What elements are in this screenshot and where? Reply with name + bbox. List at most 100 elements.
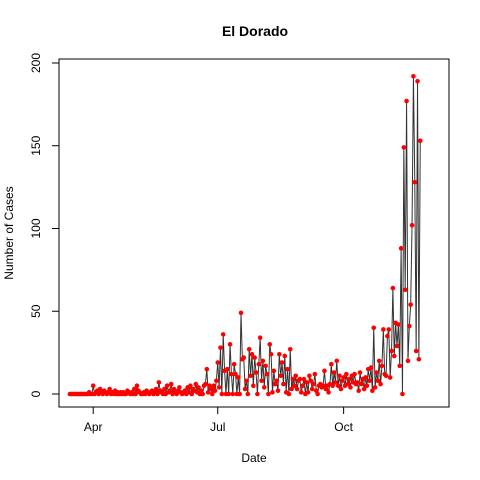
- data-point: [307, 373, 312, 379]
- data-point: [305, 390, 311, 395]
- data-point: [244, 378, 249, 384]
- data-point: [368, 365, 374, 370]
- data-point: [133, 391, 138, 397]
- data-point: [255, 391, 260, 397]
- data-point: [188, 383, 193, 389]
- y-tick-label: 100: [29, 218, 43, 238]
- data-point: [204, 366, 210, 372]
- data-point: [386, 327, 392, 332]
- data-point: [408, 302, 413, 307]
- data-point: [278, 373, 283, 379]
- data-point: [401, 145, 407, 150]
- data-point: [361, 386, 367, 392]
- data-point: [363, 375, 368, 380]
- data-point: [153, 386, 159, 392]
- data-point: [334, 358, 340, 364]
- data-point: [261, 385, 267, 390]
- data-point: [329, 361, 334, 367]
- data-point: [289, 386, 294, 392]
- data-point: [402, 287, 408, 293]
- data-point: [322, 368, 327, 374]
- data-point: [256, 361, 262, 367]
- data-point: [251, 383, 256, 389]
- y-tick-label: 0: [29, 390, 43, 397]
- x-axis: Apr Jul Oct: [84, 407, 354, 434]
- data-point: [300, 383, 305, 389]
- data-point: [412, 179, 418, 185]
- data-point: [270, 390, 275, 395]
- data-point: [413, 348, 419, 354]
- data-point: [415, 78, 420, 84]
- data-point: [331, 370, 337, 375]
- data-point: [315, 391, 320, 397]
- data-point: [346, 376, 352, 382]
- data-point: [277, 351, 282, 357]
- data-point: [167, 388, 173, 393]
- data-point: [107, 386, 112, 392]
- x-tick-label: Apr: [84, 420, 103, 434]
- data-point: [312, 371, 318, 377]
- data-point: [263, 363, 268, 369]
- data-point: [257, 335, 263, 341]
- data-point: [231, 361, 237, 367]
- data-point: [378, 381, 383, 387]
- data-point: [226, 391, 231, 397]
- data-point: [266, 391, 271, 397]
- data-point: [271, 368, 277, 374]
- data-point: [242, 386, 248, 392]
- data-point: [379, 363, 385, 369]
- data-point: [245, 391, 251, 397]
- plot-frame: [58, 58, 450, 408]
- data-point: [233, 371, 238, 377]
- data-point: [215, 360, 221, 365]
- data-point: [275, 388, 281, 393]
- data-point: [267, 342, 273, 347]
- data-point: [356, 388, 361, 393]
- data-point: [268, 351, 274, 357]
- x-tick-label: Jul: [210, 420, 225, 434]
- data-point: [164, 383, 170, 389]
- data-point: [367, 378, 372, 384]
- data-point: [338, 386, 344, 392]
- data-point: [333, 380, 338, 385]
- data-point: [131, 386, 137, 392]
- data-point: [235, 375, 241, 380]
- data-point: [264, 371, 270, 377]
- data-point: [281, 381, 286, 387]
- data-point: [208, 386, 214, 392]
- data-point: [287, 347, 293, 352]
- data-point: [249, 351, 255, 357]
- data-point: [279, 360, 285, 365]
- data-point: [134, 383, 140, 389]
- data-point: [387, 375, 393, 380]
- y-axis-label: Number of Cases: [2, 186, 16, 279]
- data-point: [238, 310, 244, 316]
- data-point: [200, 391, 205, 397]
- data-point: [248, 373, 253, 379]
- data-point: [297, 376, 303, 382]
- data-point: [156, 380, 162, 385]
- data-point: [335, 383, 341, 389]
- data-point: [320, 383, 326, 389]
- data-point: [364, 383, 370, 389]
- data-point: [309, 386, 315, 392]
- data-point: [301, 376, 307, 382]
- data-point: [177, 385, 182, 390]
- data-point: [252, 355, 257, 360]
- data-point: [370, 388, 375, 393]
- data-point: [341, 375, 346, 380]
- data-point: [417, 138, 423, 144]
- data-point: [241, 355, 247, 360]
- data-point: [304, 380, 309, 385]
- data-point: [219, 391, 225, 397]
- data-point: [162, 386, 167, 392]
- data-point: [211, 383, 216, 389]
- data-point: [229, 371, 234, 377]
- data-point: [237, 391, 242, 397]
- data-point: [390, 285, 396, 291]
- x-axis-label: Date: [241, 451, 267, 465]
- data-point: [311, 381, 316, 387]
- data-point: [409, 222, 415, 228]
- data-point: [290, 376, 296, 382]
